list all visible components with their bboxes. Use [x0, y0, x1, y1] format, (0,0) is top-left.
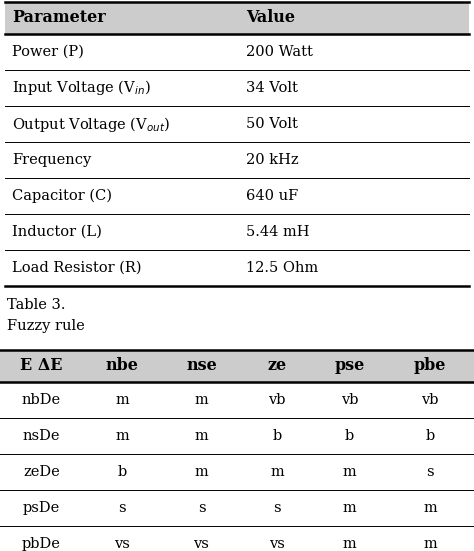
Bar [5, 106, 469, 142]
Text: 5.44 mH: 5.44 mH [246, 225, 310, 239]
Text: vs: vs [269, 537, 285, 551]
Text: m: m [270, 465, 284, 479]
Text: pse: pse [335, 358, 365, 375]
Text: Table 3.
Fuzzy rule: Table 3. Fuzzy rule [7, 298, 85, 333]
Text: m: m [423, 537, 437, 551]
Text: s: s [426, 465, 434, 479]
Text: vs: vs [114, 537, 130, 551]
Text: m: m [194, 429, 209, 443]
Bar [0, 418, 474, 454]
Text: b: b [426, 429, 435, 443]
Bar [5, 178, 469, 214]
Text: m: m [194, 393, 209, 407]
Text: Load Resistor (R): Load Resistor (R) [12, 261, 141, 275]
Bar [5, 250, 469, 286]
Text: 12.5 Ohm: 12.5 Ohm [246, 261, 319, 275]
Text: nsDe: nsDe [23, 429, 60, 443]
Text: 200 Watt: 200 Watt [246, 45, 313, 59]
Bar [0, 382, 474, 418]
Text: psDe: psDe [23, 501, 60, 515]
Text: Capacitor (C): Capacitor (C) [12, 189, 112, 203]
Text: 50 Volt: 50 Volt [246, 117, 298, 131]
Text: vb: vb [341, 393, 358, 407]
Text: Output Voltage (V$_{out}$): Output Voltage (V$_{out}$) [12, 115, 170, 133]
Text: b: b [273, 429, 282, 443]
Text: nbDe: nbDe [22, 393, 61, 407]
Text: vb: vb [269, 393, 286, 407]
Text: m: m [194, 465, 209, 479]
Bar [0, 490, 474, 526]
Bar [5, 214, 469, 250]
Text: Inductor (L): Inductor (L) [12, 225, 102, 239]
Text: nbe: nbe [106, 358, 138, 375]
Text: m: m [343, 501, 356, 515]
Bar [0, 350, 474, 382]
Text: m: m [423, 501, 437, 515]
Text: nse: nse [186, 358, 217, 375]
Text: pbDe: pbDe [22, 537, 61, 551]
Text: s: s [198, 501, 205, 515]
Bar [5, 2, 469, 34]
Text: 20 kHz: 20 kHz [246, 153, 299, 167]
Text: vb: vb [421, 393, 439, 407]
Text: ze: ze [268, 358, 287, 375]
Text: b: b [118, 465, 127, 479]
Text: pbe: pbe [414, 358, 447, 375]
Text: zeDe: zeDe [23, 465, 60, 479]
Text: vs: vs [193, 537, 210, 551]
Text: b: b [345, 429, 354, 443]
Text: m: m [115, 429, 129, 443]
Text: m: m [115, 393, 129, 407]
Text: s: s [273, 501, 281, 515]
Text: Frequency: Frequency [12, 153, 91, 167]
Text: m: m [343, 537, 356, 551]
Text: m: m [343, 465, 356, 479]
Bar [5, 142, 469, 178]
Bar [0, 454, 474, 490]
Bar [5, 70, 469, 106]
Text: Parameter: Parameter [12, 9, 106, 26]
Text: 640 uF: 640 uF [246, 189, 299, 203]
Bar [5, 34, 469, 70]
Text: E ΔE: E ΔE [20, 358, 63, 375]
Text: Power (P): Power (P) [12, 45, 84, 59]
Text: Input Voltage (V$_{in}$): Input Voltage (V$_{in}$) [12, 78, 150, 98]
Text: Value: Value [246, 9, 295, 26]
Bar [0, 526, 474, 551]
Text: s: s [118, 501, 126, 515]
Text: 34 Volt: 34 Volt [246, 81, 298, 95]
